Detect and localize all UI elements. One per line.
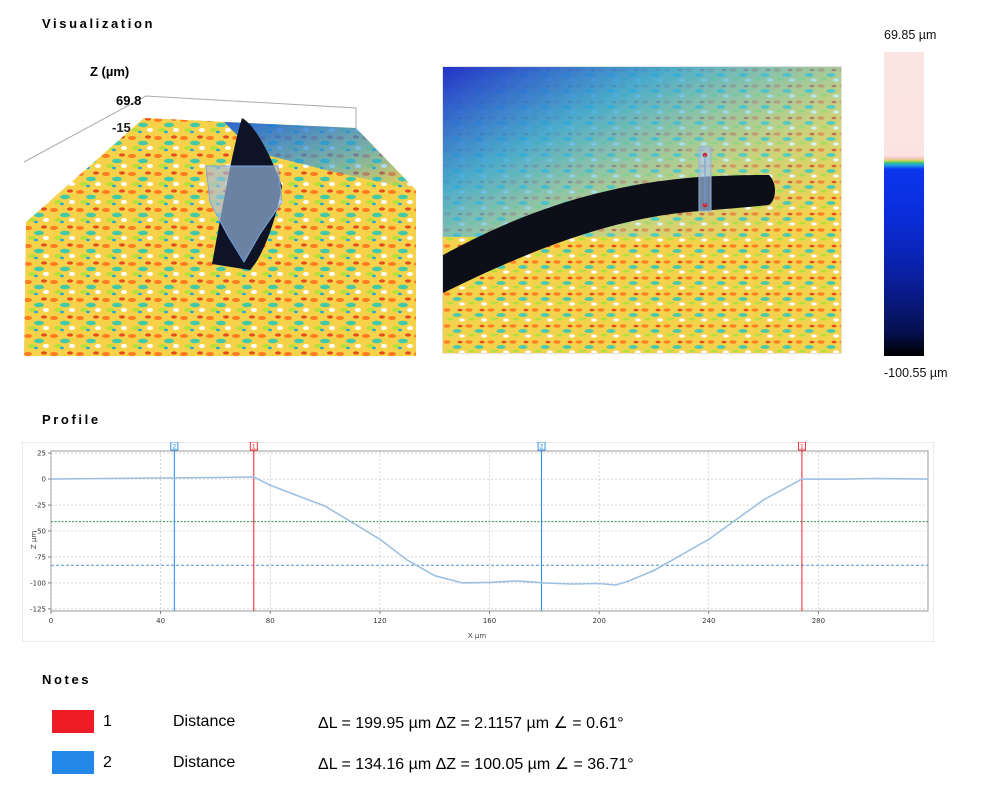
profile-point (927, 478, 929, 480)
x-tick-label: 200 (592, 617, 605, 625)
3d-surface-render (24, 95, 416, 356)
profile-point (253, 476, 255, 478)
note-1-measurement: ΔL = 199.95 µm ΔZ = 2.1157 µm ∠ = 0.61° (318, 715, 624, 732)
profile-point (516, 580, 518, 582)
profile-point (845, 478, 847, 480)
y-tick-label: -100 (30, 579, 46, 587)
y-tick-label: 0 (42, 476, 46, 484)
y-axis-label: Z µm (30, 531, 38, 549)
profile-point (735, 518, 737, 521)
x-tick-label: 280 (812, 617, 825, 625)
colorbar-max-label: 69.85 µm (884, 28, 937, 42)
2d-topview[interactable] (442, 66, 842, 354)
profile-point (488, 581, 491, 584)
profile-point (598, 582, 600, 585)
profile-point (614, 584, 617, 586)
profile-point (406, 559, 408, 561)
profile-point (625, 581, 628, 583)
x-tick-label: 160 (483, 617, 496, 625)
3d-surface-view[interactable]: Z (µm) 69.8 -15 (24, 62, 416, 358)
profile-point (379, 538, 381, 541)
profile-point (801, 478, 803, 480)
profile-point (269, 484, 271, 486)
y-tick-label: 25 (37, 450, 46, 458)
y-tick-label: -75 (35, 553, 46, 561)
profile-point (872, 477, 874, 480)
profile-point (433, 574, 436, 577)
z-axis-label: Z (µm) (90, 64, 130, 79)
z-max-tick-label: 69.8 (116, 93, 142, 108)
x-axis-label: X µm (468, 632, 486, 640)
2d-height-map (443, 67, 841, 353)
x-tick-label: 0 (49, 617, 53, 625)
profile-plot: 2 1 2 1 0 40 80 120 160 200 240 280 25 0 -25 -50 -75 -10… (21, 441, 935, 643)
cursor-flag-1 (249, 441, 258, 451)
note-2-measurement: ΔL = 134.16 µm ΔZ = 100.05 µm ∠ = 36.71° (318, 756, 634, 773)
y-tick-label: -25 (35, 502, 46, 510)
cursor-flag-2 (170, 441, 179, 451)
note-1-type: Distance (173, 713, 236, 730)
profile-point (653, 569, 655, 572)
note-2-type: Distance (173, 754, 236, 771)
note-1-color-swatch (52, 710, 94, 733)
profile-point (214, 476, 217, 479)
cursor-flag-1 (797, 441, 806, 451)
cursor-flag-label: 1 (800, 444, 804, 451)
x-tick-label: 240 (702, 617, 715, 625)
note-2-id: 2 (103, 754, 112, 771)
cursor-flag-label: 1 (252, 444, 256, 451)
y-tick-label: -50 (35, 528, 46, 536)
profile-point (571, 583, 573, 585)
profile-point (159, 477, 162, 479)
profile-point (351, 521, 354, 524)
y-tick-label: -125 (30, 605, 46, 613)
profile-point (543, 582, 546, 584)
color-scale-bar (884, 52, 924, 356)
x-tick-label: 80 (266, 617, 275, 625)
profile-title: Profile (42, 412, 101, 427)
profile-point (296, 494, 299, 497)
notes-title: Notes (42, 672, 92, 687)
visualization-title: Visualization (42, 16, 156, 31)
profile-point (324, 505, 326, 507)
profile-point (762, 499, 765, 501)
profile-point (105, 477, 107, 480)
colorbar-min-label: -100.55 µm (884, 366, 948, 380)
cursor-flag-label: 2 (172, 444, 176, 451)
x-tick-label: 120 (373, 617, 386, 625)
note-1-id: 1 (103, 713, 112, 730)
profile-point (708, 538, 710, 541)
cursor-flag-2 (537, 441, 546, 451)
cursor-flag-label: 2 (540, 444, 544, 451)
profile-chart[interactable]: 2 1 2 1 0 40 80 120 160 200 240 280 25 0 -25 -50 -75 -10… (21, 441, 935, 643)
profile-point (680, 554, 683, 556)
x-tick-label: 40 (156, 617, 165, 625)
note-2-color-swatch (52, 751, 94, 774)
z-min-tick-label: -15 (112, 120, 131, 135)
profile-point (461, 582, 463, 584)
